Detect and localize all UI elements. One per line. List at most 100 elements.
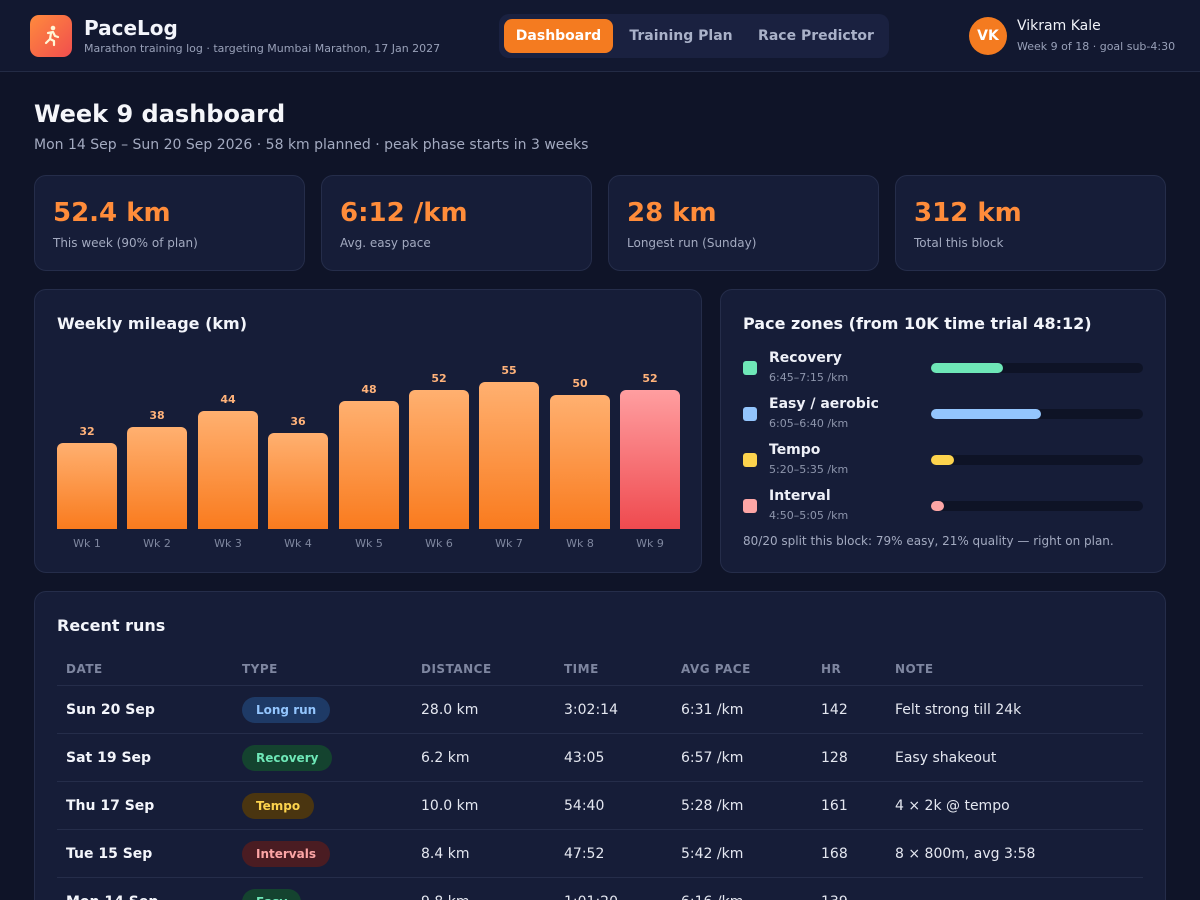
run-pace: 6:16 /km [681,894,743,900]
run-time: 54:40 [564,798,605,814]
run-note: 8 × 800m, avg 3:58 [895,846,1036,862]
bar-value-label: 32 [79,425,95,438]
table-row[interactable]: Thu 17 Sep 10.0 km 54:40 5:28 /km 161 4 × 2k … [57,781,1143,829]
run-note: Felt strong till 24k [895,702,1022,718]
zone-bar-fill [931,501,944,511]
stat-value: 28 km [627,198,717,228]
tab-dashboard[interactable]: Dashboard [504,19,613,53]
bar-category-label: Wk 4 [284,537,312,550]
mileage-bar[interactable] [620,390,680,529]
stat-card-block-total: 312 km Total this block [895,175,1166,271]
run-date: Sun 20 Sep [66,702,155,718]
bar-category-label: Wk 9 [636,537,664,550]
run-heart-rate: 161 [821,798,848,814]
column-header-hr[interactable]: HR [821,662,842,676]
run-type-badge: Tempo [242,793,315,819]
bar-value-label: 48 [361,383,377,396]
run-distance: 9.8 km [421,894,469,900]
zone-color-dot [743,407,757,421]
column-header-type[interactable]: TYPE [242,662,278,676]
mileage-bar[interactable] [198,411,258,529]
run-type-badge: Easy [242,889,302,900]
column-header-distance[interactable]: DISTANCE [421,662,492,676]
app-logo[interactable] [30,15,72,57]
mileage-bar[interactable] [339,401,399,529]
zone-bar-track [931,455,1143,465]
run-distance: 8.4 km [421,846,470,862]
zone-split-note: 80/20 split this block: 79% easy, 21% qu… [743,534,1114,548]
mileage-bar[interactable] [409,390,469,529]
mileage-bar[interactable] [57,443,117,529]
run-pace: 5:42 /km [681,846,744,862]
run-heart-rate: 168 [821,846,848,862]
avatar[interactable]: VK [969,17,1007,55]
zone-name-tempo: Tempo [769,442,821,458]
zone-range: 6:45–7:15 /km [769,371,849,384]
table-row[interactable]: Sun 20 Sep 28.0 km 3:02:14 6:31 /km 142 Felt … [57,685,1143,733]
zone-name-recovery: Recovery [769,350,842,366]
table-row[interactable]: Tue 15 Sep 8.4 km 47:52 5:42 /km 168 8 × 800m… [57,829,1143,877]
run-time: 43:05 [564,750,605,766]
run-distance: 28.0 km [421,702,479,718]
weekly-mileage-card: Weekly mileage (km) 32 Wk 1 38 Wk 2 44 Wk 3 36… [34,289,702,573]
run-heart-rate: 139 [821,894,848,900]
recent-runs-title: Recent runs [57,616,166,635]
run-heart-rate: 128 [821,750,848,766]
run-heart-rate: 142 [821,702,848,718]
run-type-badge: Intervals [242,841,330,867]
bar-category-label: Wk 2 [143,537,171,550]
stat-value: 312 km [914,198,1022,228]
run-type-badge: Recovery [242,745,333,771]
column-header-pace[interactable]: AVG PACE [681,662,751,676]
bar-value-label: 38 [149,409,165,422]
zone-color-dot [743,499,757,513]
stat-label: This week (90% of plan) [53,236,198,250]
stat-value: 6:12 /km [340,198,468,228]
bar-value-label: 52 [431,372,447,385]
zone-bar-track [931,501,1143,511]
runner-icon [44,25,60,47]
run-time: 47:52 [564,846,605,862]
zone-bar-fill [931,363,1004,373]
mileage-bar[interactable] [479,382,539,529]
main-nav: Dashboard Training Plan Race Predictor [499,14,889,58]
zone-color-dot [743,453,757,467]
zone-range: 6:05–6:40 /km [769,417,849,430]
mileage-bar[interactable] [127,427,187,529]
stat-value: 52.4 km [53,198,171,228]
run-date: Tue 15 Sep [66,846,153,862]
bar-value-label: 52 [642,372,658,385]
run-distance: 10.0 km [421,798,479,814]
column-header-time[interactable]: TIME [564,662,599,676]
page-title: Week 9 dashboard [34,100,286,128]
mileage-bar[interactable] [268,433,328,529]
zone-range: 5:20–5:35 /km [769,463,849,476]
stat-card-longest-run: 28 km Longest run (Sunday) [608,175,879,271]
run-time: 1:01:20 [564,894,618,900]
bar-category-label: Wk 5 [355,537,383,550]
zone-bar-fill [931,455,955,465]
stat-label: Longest run (Sunday) [627,236,757,250]
top-bar: PaceLog Marathon training log · targetin… [0,0,1200,72]
run-time: 3:02:14 [564,702,618,718]
bar-category-label: Wk 3 [214,537,242,550]
column-header-note[interactable]: NOTE [895,662,934,676]
bar-value-label: 50 [572,377,588,390]
run-date: Mon 14 Sep [66,894,158,900]
tab-race-predictor[interactable]: Race Predictor [758,28,874,44]
user-name: Vikram Kale [1017,18,1101,34]
run-pace: 6:57 /km [681,750,744,766]
run-pace: 5:28 /km [681,798,744,814]
zone-bar-track [931,409,1143,419]
mileage-bar[interactable] [550,395,610,529]
zone-bar-track [931,363,1143,373]
app-title: PaceLog [84,16,178,40]
tab-training-plan[interactable]: Training Plan [629,28,733,44]
run-date: Thu 17 Sep [66,798,155,814]
table-row[interactable]: Mon 14 Sep 9.8 km 1:01:20 6:16 /km 139 Easy [57,877,1143,900]
chart-title: Weekly mileage (km) [57,314,248,333]
table-row[interactable]: Sat 19 Sep 6.2 km 43:05 6:57 /km 128 Easy sha… [57,733,1143,781]
stat-label: Total this block [914,236,1004,250]
bar-value-label: 44 [220,393,236,406]
column-header-date[interactable]: DATE [66,662,103,676]
